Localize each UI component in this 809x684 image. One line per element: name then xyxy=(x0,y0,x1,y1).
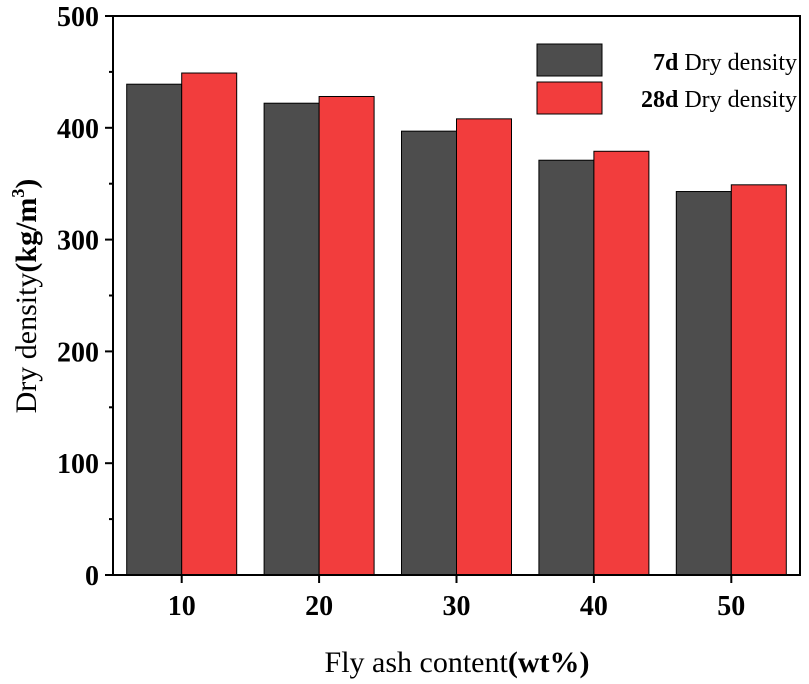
x-tick-label-50: 50 xyxy=(717,591,745,622)
x-axis-label: Fly ash content(wt%) xyxy=(325,646,590,679)
y-axis-ticks: 0 100 200 300 400 500 xyxy=(57,2,113,592)
y-tick-label-400: 400 xyxy=(57,114,99,145)
x-tick-label-20: 20 xyxy=(305,591,333,622)
legend-label-7d: 7d Dry density xyxy=(653,50,797,76)
bar-28d-40 xyxy=(593,150,650,576)
x-axis-ticks: 10 20 30 40 50 xyxy=(168,575,745,622)
bar-28d-10 xyxy=(181,72,238,576)
bar-7d-10 xyxy=(126,83,183,576)
x-tick-label-40: 40 xyxy=(580,591,608,622)
legend-swatch-28d xyxy=(536,81,603,115)
y-tick-label-100: 100 xyxy=(57,449,99,480)
bars-layer xyxy=(126,72,787,576)
bar-7d-50 xyxy=(675,191,732,576)
bar-28d-30 xyxy=(456,118,512,576)
x-tick-label-10: 10 xyxy=(168,591,196,622)
y-tick-label-0: 0 xyxy=(85,561,99,592)
bar-28d-50 xyxy=(730,184,787,576)
legend-swatch-7d xyxy=(536,43,603,77)
y-tick-label-300: 300 xyxy=(57,226,99,257)
bar-7d-40 xyxy=(538,159,595,576)
y-tick-label-200: 200 xyxy=(57,337,99,368)
legend: 7d Dry density 28d Dry density xyxy=(536,43,797,115)
plot-frame xyxy=(112,15,801,576)
x-tick-label-30: 30 xyxy=(443,591,471,622)
bar-28d-20 xyxy=(318,95,375,576)
y-tick-label-500: 500 xyxy=(57,2,99,33)
y-axis-label: Dry density(kg/m3) xyxy=(8,179,43,414)
legend-label-28d: 28d Dry density xyxy=(641,87,797,113)
bar-7d-30 xyxy=(401,130,457,576)
bar-7d-20 xyxy=(263,102,320,576)
